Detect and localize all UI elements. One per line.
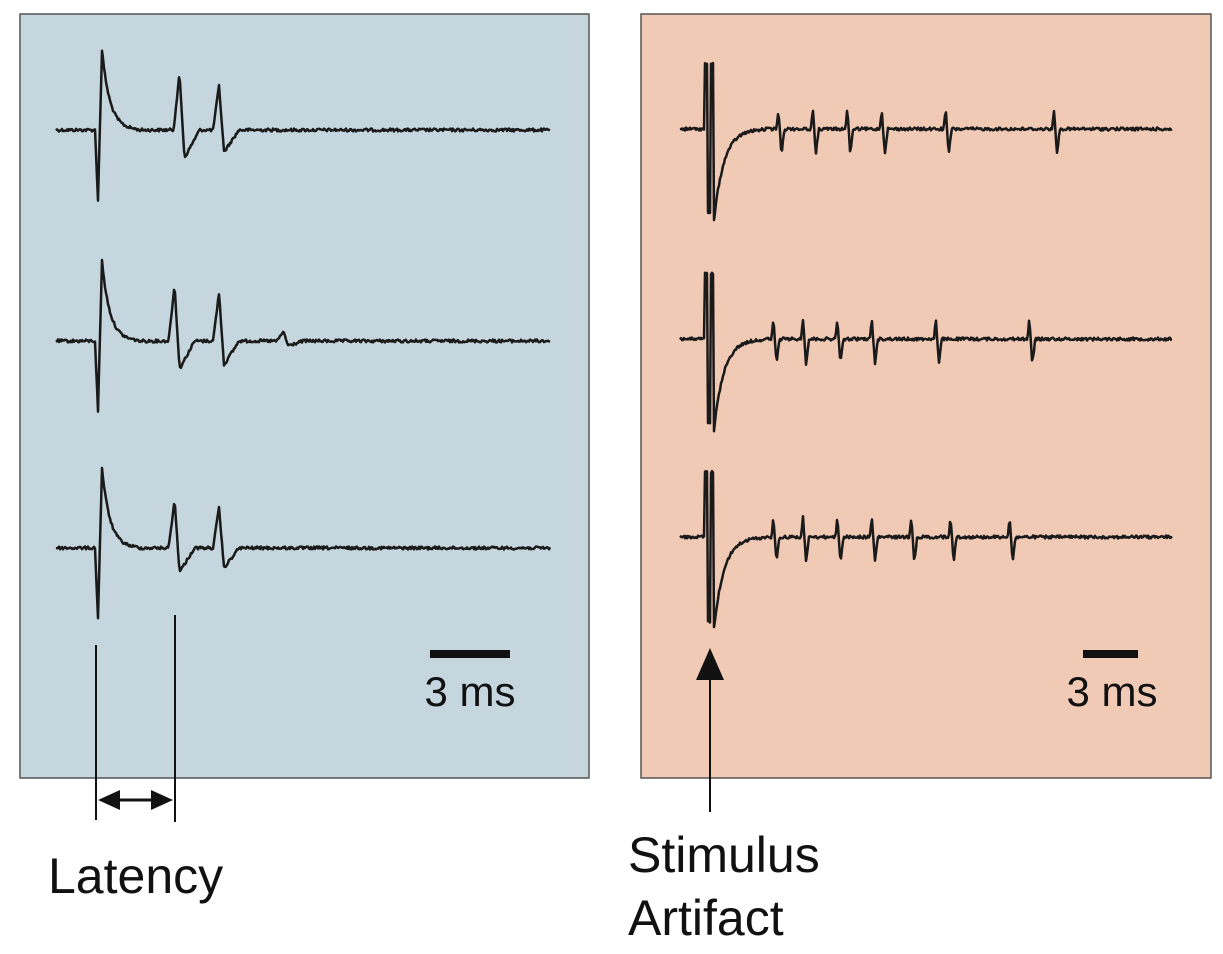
left-trace-3: [55, 466, 552, 620]
left-trace-1: [55, 49, 551, 202]
latency-arrow-icon: [98, 790, 173, 810]
left-panel-traces: [55, 49, 552, 620]
left-scalebar-label: 3 ms: [424, 668, 515, 715]
right-trace-1: [679, 61, 1173, 222]
left-trace-2: [55, 258, 551, 413]
stimulus-arrow-icon: [696, 648, 724, 812]
right-trace-2: [678, 271, 1173, 433]
right-trace-3: [679, 469, 1173, 629]
right-scalebar-label: 3 ms: [1066, 668, 1157, 715]
right-panel-traces: [678, 61, 1173, 629]
latency-label: Latency: [48, 848, 223, 904]
stimulus-label: Stimulus: [628, 827, 820, 883]
artifact-label: Artifact: [628, 890, 784, 946]
